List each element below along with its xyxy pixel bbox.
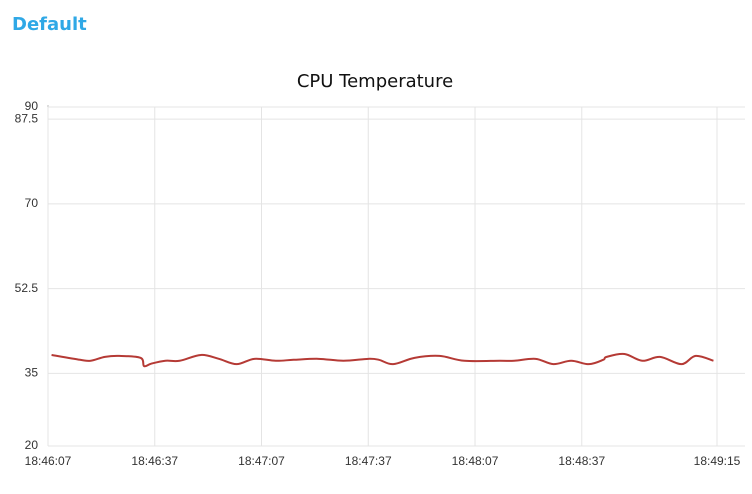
x-tick-label: 18:46:37 [131,454,178,468]
y-tick-label: 70 [25,196,39,210]
y-tick-label: 90 [25,99,39,113]
y-tick-label: 52.5 [15,281,39,295]
x-tick-label: 18:48:37 [558,454,605,468]
y-tick-label: 20 [25,438,39,452]
x-tick-label: 18:47:37 [345,454,392,468]
chart-title: CPU Temperature [297,71,453,92]
x-tick-label: 18:49:15 [694,454,741,468]
line-series [51,352,714,368]
y-tick-label: 35 [25,366,39,380]
y-tick-label: 87.5 [15,111,39,125]
x-tick-label: 18:46:07 [25,454,72,468]
group-title: Default [12,14,87,35]
x-tick-label: 18:47:07 [238,454,285,468]
x-tick-label: 18:48:07 [452,454,499,468]
